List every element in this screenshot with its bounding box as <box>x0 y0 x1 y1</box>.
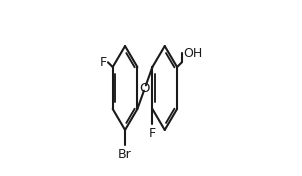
Text: F: F <box>149 127 156 140</box>
Text: F: F <box>100 56 107 69</box>
Text: OH: OH <box>183 47 202 60</box>
Text: Br: Br <box>118 148 132 161</box>
Text: O: O <box>140 81 150 95</box>
